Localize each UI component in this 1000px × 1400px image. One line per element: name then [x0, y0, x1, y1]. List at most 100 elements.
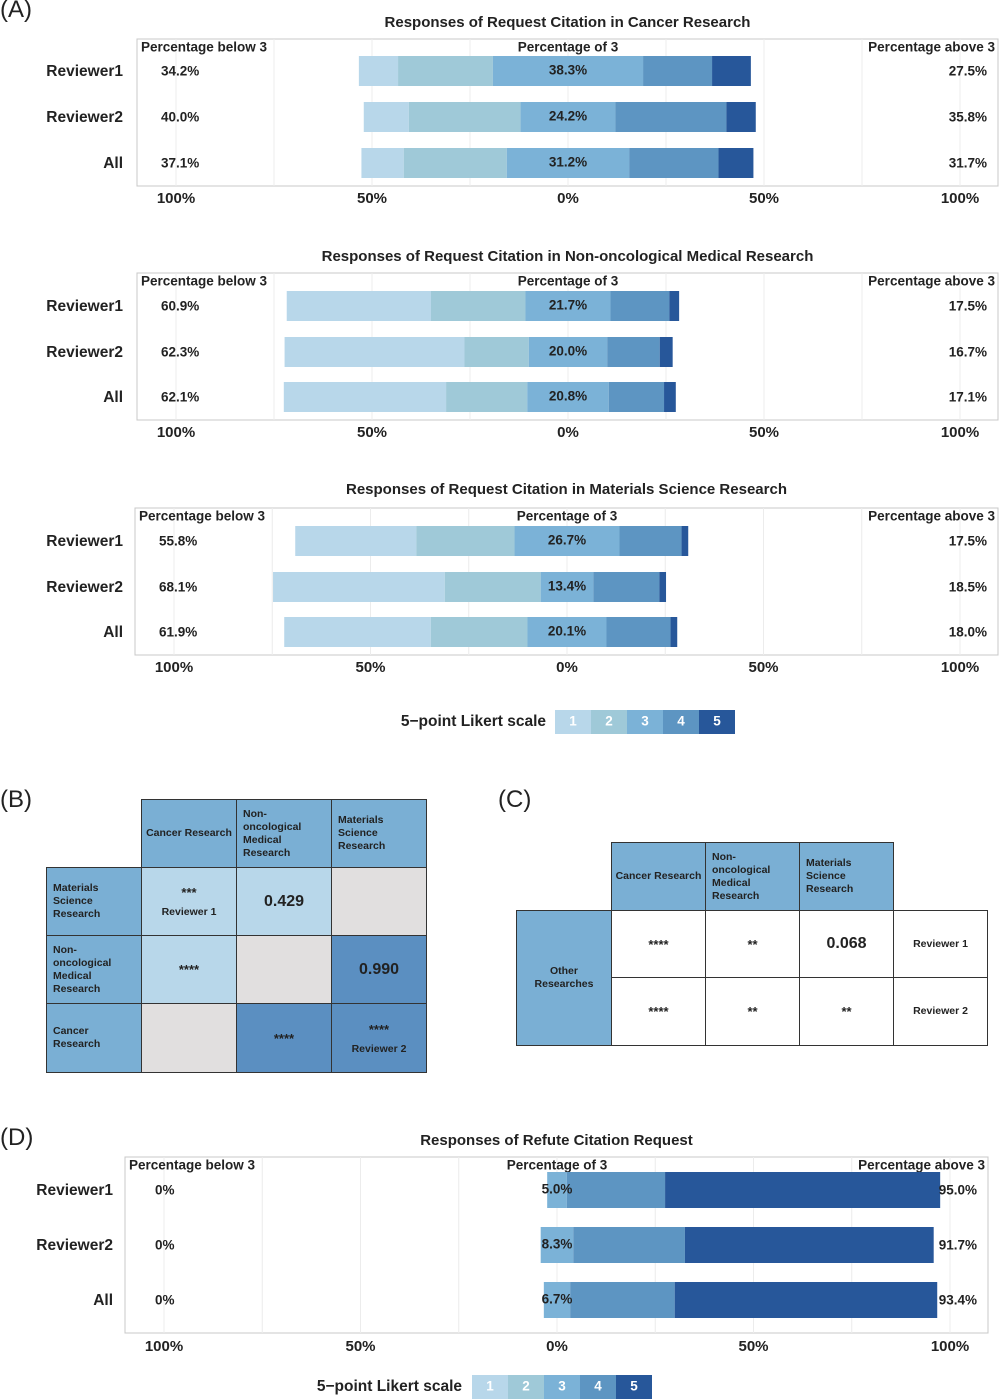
- chart4-label-middle: Percentage of 3: [507, 1158, 608, 1173]
- legend1-swatch-4: [663, 710, 699, 734]
- chart2-label-above: Percentage above 3: [868, 274, 995, 289]
- matrix-c-col-header: Materials Science Research: [799, 842, 894, 911]
- chart2-tick-label: 50%: [357, 424, 387, 441]
- matrix-b-col-header: Materials Science Research: [331, 799, 427, 868]
- chart4-bar-level3: [547, 1172, 567, 1208]
- matrix-b-cell: ****: [236, 1003, 332, 1073]
- chart1-label-above: Percentage above 3: [868, 40, 995, 55]
- matrix-b-col-label: Non-oncological Medical Research: [243, 807, 302, 859]
- matrix-c-cell: 0.068: [799, 910, 894, 978]
- chart3-bar-level4: [619, 526, 682, 556]
- chart1-bar-level2: [398, 56, 493, 86]
- chart2-label-middle: Percentage of 3: [518, 274, 619, 289]
- matrix-b-cell: ****: [141, 935, 237, 1004]
- chart3-category-label: All: [103, 624, 123, 641]
- legend1-label-4: 4: [677, 714, 685, 729]
- matrix-c-col-header: Cancer Research: [611, 842, 706, 911]
- chart2-bar-level1: [284, 337, 465, 367]
- matrix-b-col-label: Materials Science Research: [338, 814, 386, 852]
- chart4-tick-label: 100%: [931, 1338, 969, 1355]
- chart1-tick-label: 50%: [749, 190, 779, 207]
- legend2-swatch-1: [472, 1375, 508, 1399]
- chart3-mid-value: 26.7%: [548, 533, 586, 548]
- chart2-label-below: Percentage below 3: [141, 274, 268, 289]
- chart4-category-label: All: [93, 1292, 113, 1309]
- chart3-bar-level4: [593, 572, 660, 602]
- chart1-below-value: 40.0%: [161, 110, 199, 125]
- chart2-tick-label: 0%: [557, 424, 579, 441]
- chart4-bar-level4: [570, 1282, 675, 1318]
- legend2-swatch-2: [508, 1375, 544, 1399]
- matrix-c-col-header: Non-oncological Medical Research: [705, 842, 800, 911]
- chart1-category-label: Reviewer1: [46, 63, 123, 80]
- chart1-mid-value: 31.2%: [549, 155, 587, 170]
- chart1-mid-value: 24.2%: [549, 109, 587, 124]
- chart4-tick-label: 50%: [345, 1338, 375, 1355]
- chart2-bar-level2: [464, 337, 529, 367]
- matrix-c-cell: **: [799, 977, 894, 1046]
- matrix-c-cell: **: [705, 910, 800, 978]
- panel-letter-d: (D): [0, 1124, 34, 1151]
- chart3-below-value: 61.9%: [159, 625, 197, 640]
- chart2-bar-level5: [664, 382, 676, 412]
- chart2-bar-level5: [659, 337, 673, 367]
- chart1-bar-level1: [358, 56, 399, 86]
- matrix-b-col-header: Non-oncological Medical Research: [236, 799, 332, 868]
- chart3-bar-level3: [540, 572, 594, 602]
- chart4-below-value: 0%: [155, 1293, 175, 1308]
- chart3-above-value: 17.5%: [949, 534, 987, 549]
- matrix-b-row-header: Non-oncological Medical Research: [46, 935, 142, 1004]
- chart1-bar-level3: [506, 148, 630, 178]
- chart2-tick-label: 100%: [941, 424, 979, 441]
- matrix-c-cell: **: [705, 977, 800, 1046]
- chart1-above-value: 35.8%: [949, 110, 987, 125]
- matrix-c-reviewer-cell: Reviewer 2: [893, 977, 988, 1046]
- matrix-b-cell-value: ***: [181, 885, 197, 900]
- chart3-below-value: 55.8%: [159, 534, 197, 549]
- chart1-bar-level4: [629, 148, 719, 178]
- matrix-c-cell-value: ****: [648, 936, 669, 952]
- chart4-above-value: 95.0%: [939, 1183, 977, 1198]
- chart3-tick-label: 100%: [941, 659, 979, 676]
- matrix-b-row-label: Non-oncological Medical Research: [53, 943, 112, 995]
- chart3-above-value: 18.5%: [949, 580, 987, 595]
- chart2-below-value: 62.3%: [161, 345, 199, 360]
- chart2-bar-level4: [607, 337, 660, 367]
- chart3-mid-value: 20.1%: [548, 624, 586, 639]
- matrix-c-cell: ****: [611, 910, 706, 978]
- chart3-bar-level2: [430, 617, 528, 647]
- legend2-label-4: 4: [594, 1379, 602, 1394]
- chart1-category-label: All: [103, 155, 123, 172]
- panel-letter-b: (B): [0, 786, 32, 813]
- chart2-bar-level2: [430, 291, 526, 321]
- chart1-below-value: 34.2%: [161, 64, 199, 79]
- legend2-label-3: 3: [558, 1379, 566, 1394]
- chart3-bar-level4: [606, 617, 671, 647]
- chart2-bar-level3: [527, 382, 609, 412]
- matrix-b-row-label: Cancer Research: [53, 1025, 101, 1050]
- chart4-mid-value: 6.7%: [542, 1292, 573, 1307]
- chart1-bar-level4: [643, 56, 713, 86]
- chart2-below-value: 60.9%: [161, 299, 199, 314]
- matrix-b-cell-value: ****: [368, 1021, 390, 1037]
- chart2-title: Responses of Request Citation in Non-onc…: [322, 248, 814, 265]
- panel-letter-c: (C): [498, 786, 532, 813]
- legend1-swatch-3: [627, 710, 663, 734]
- chart4-above-value: 91.7%: [939, 1238, 977, 1253]
- chart4-below-value: 0%: [155, 1183, 175, 1198]
- panel-letter-a: (A): [0, 0, 32, 23]
- matrix-b-cell-value: 0.429: [263, 892, 305, 910]
- legend2-title: 5−point Likert scale: [317, 1378, 463, 1395]
- matrix-c-col-label: Non-oncological Medical Research: [712, 850, 771, 902]
- chart3-tick-label: 100%: [155, 659, 193, 676]
- chart4-bar-level5: [665, 1172, 941, 1208]
- chart4-label-above: Percentage above 3: [858, 1158, 985, 1173]
- chart1-tick-label: 100%: [941, 190, 979, 207]
- chart3-above-value: 18.0%: [949, 625, 987, 640]
- chart1-bar-level5: [726, 102, 756, 132]
- legend1-label-3: 3: [641, 714, 649, 729]
- chart3-label-middle: Percentage of 3: [517, 509, 618, 524]
- chart4-bar-level5: [684, 1227, 934, 1263]
- chart3-tick-label: 0%: [556, 659, 578, 676]
- matrix-c-cell-value: **: [841, 1004, 852, 1019]
